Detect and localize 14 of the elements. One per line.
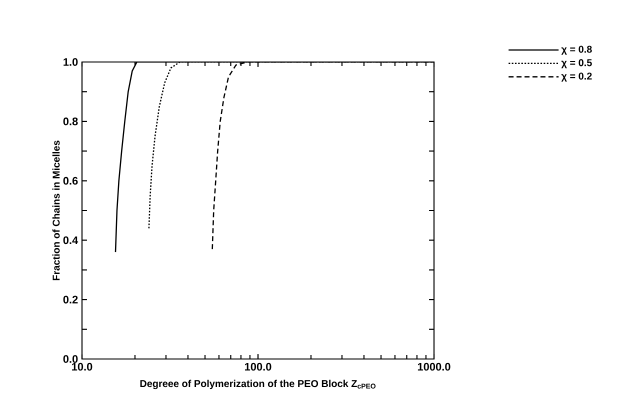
y-tick-label: 0.4 [63,236,78,244]
y-axis-title: Fraction of Chains in Micelles [52,140,60,280]
y-tick-label: 0.2 [63,296,78,304]
x-tick-label: 10.0 [72,362,92,371]
x-axis-title: Degreee of Polymerization of the PEO Block Z$_{cPEO}$ [140,380,376,390]
y-tick-label: 0.6 [63,176,78,185]
x-tick-label: 100.0 [244,362,272,371]
y-tick-label: 1.0 [64,58,78,66]
text: χ = 0.2 [561,72,592,82]
x-tick-label: 1000.0 [418,362,450,371]
y-tick-label: 0.0 [63,355,78,363]
text: χ = 0.5 [561,59,592,68]
text: χ = 0.8 [561,46,592,55]
y-tick-label: 0.8 [63,118,78,126]
